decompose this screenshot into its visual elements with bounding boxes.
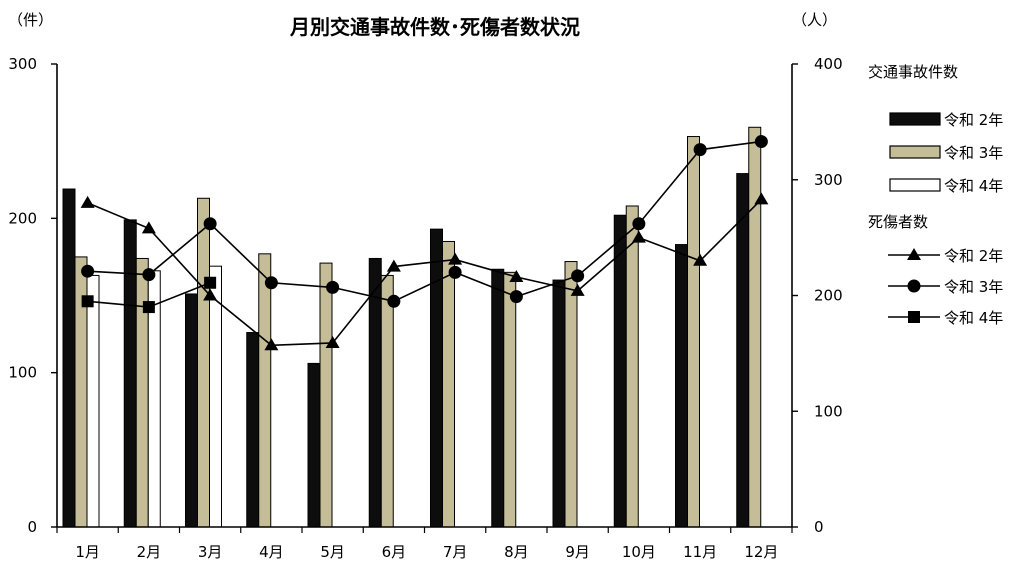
bar-1-5	[307, 362, 321, 528]
legend-line-group-title: 死傷者数	[868, 213, 928, 231]
legend-line-marker-3	[908, 311, 920, 323]
marker-1-9	[570, 283, 585, 296]
legend-bar-group-title: 交通事故件数	[868, 63, 958, 81]
legend-bar-label-3: 令和 4年	[944, 177, 1003, 195]
marker-2-12	[754, 135, 768, 149]
marker-2-6	[387, 294, 401, 308]
category-label-9: 9月	[565, 543, 590, 561]
marker-2-9	[571, 269, 585, 283]
chart-title: 月別交通事故件数･死傷者数状況	[289, 15, 580, 39]
category-label-5: 5月	[320, 543, 345, 561]
left-tick-label-100: 100	[8, 364, 37, 382]
category-label-2: 2月	[137, 543, 162, 561]
marker-1-4	[264, 338, 279, 351]
bars	[62, 126, 762, 528]
bar-1-12	[736, 173, 750, 528]
bar-1-10	[613, 214, 627, 528]
marker-2-11	[693, 143, 707, 157]
marker-1-8	[509, 269, 524, 282]
marker-2-3	[203, 217, 217, 231]
bar-2-4	[258, 253, 272, 528]
bar-1-7	[430, 228, 443, 528]
marker-1-12	[754, 192, 769, 205]
right-tick-label-200: 200	[814, 287, 843, 305]
category-label-6: 6月	[382, 543, 407, 561]
legend-line-marker-2	[907, 279, 921, 293]
marker-2-1	[81, 264, 95, 278]
legend-line-label-2: 令和 3年	[944, 278, 1003, 296]
category-labels: 1月 2月 3月 4月 5月 6月 7月 8月 9月 10月 11月 12月	[56, 527, 793, 561]
bar-3-3	[209, 265, 222, 528]
marker-1-10	[631, 230, 646, 243]
category-label-8: 8月	[504, 543, 529, 561]
marker-2-10	[632, 217, 646, 231]
bar-1-1	[62, 188, 76, 528]
legend-line-label-3: 令和 4年	[944, 309, 1003, 327]
marker-2-7	[448, 265, 462, 279]
marker-1-6	[386, 259, 401, 272]
category-label-11: 11月	[683, 543, 717, 561]
category-label-4: 4月	[259, 543, 284, 561]
bar-1-3	[185, 293, 198, 528]
bar-2-12	[748, 126, 762, 528]
right-tick-label-400: 400	[814, 55, 843, 73]
bar-2-11	[687, 136, 700, 528]
category-label-10: 10月	[622, 543, 656, 561]
bar-2-2	[135, 257, 149, 528]
marker-2-4	[264, 276, 278, 290]
left-tick-label-0: 0	[27, 518, 37, 536]
left-axis-ticks: 0 100 200 300	[8, 55, 57, 536]
marker-1-5	[325, 335, 340, 348]
bar-3-1	[86, 274, 100, 528]
bar-2-3	[197, 197, 210, 528]
marker-2-5	[326, 280, 340, 294]
lines	[80, 135, 769, 351]
marker-1-7	[448, 252, 463, 265]
left-axis-unit: （件）	[8, 11, 53, 29]
marker-3-1	[81, 295, 94, 308]
legend-bar-swatch-1	[889, 112, 941, 126]
category-label-7: 7月	[443, 543, 468, 561]
bar-1-2	[123, 219, 137, 528]
left-tick-label-300: 300	[8, 55, 37, 73]
legend-line-marker-1	[907, 248, 921, 260]
bar-2-6	[380, 274, 394, 528]
marker-3-2	[142, 301, 155, 314]
marker-2-2	[142, 268, 156, 282]
bar-2-5	[319, 262, 333, 528]
bar-1-9	[552, 279, 566, 528]
right-tick-label-300: 300	[814, 171, 843, 189]
line-1	[87, 198, 762, 347]
bar-2-7	[442, 240, 455, 528]
right-tick-label-100: 100	[814, 402, 843, 420]
marker-1-2	[141, 221, 156, 234]
bar-1-8	[491, 268, 505, 528]
legend-bar-label-1: 令和 2年	[944, 111, 1003, 129]
legend-bar-swatch-2	[889, 145, 941, 159]
category-label-1: 1月	[75, 543, 100, 561]
legend-bar-swatch-3	[889, 178, 941, 192]
bar-2-9	[564, 261, 578, 528]
marker-1-1	[80, 195, 95, 208]
bar-2-8	[503, 271, 517, 528]
line-2	[87, 140, 762, 303]
right-axis-ticks: 0 100 200 300 400	[792, 55, 843, 536]
marker-3-3	[204, 276, 217, 289]
category-label-3: 3月	[198, 543, 223, 561]
right-axis-unit: （人）	[792, 11, 837, 29]
legend-bar-label-2: 令和 3年	[944, 144, 1003, 162]
bar-2-10	[625, 205, 639, 528]
marker-1-11	[693, 253, 708, 266]
legend-line-label-1: 令和 2年	[944, 247, 1003, 265]
bar-1-11	[675, 244, 688, 528]
right-tick-label-0: 0	[814, 518, 824, 536]
left-tick-label-200: 200	[8, 209, 37, 227]
marker-1-3	[203, 288, 218, 301]
marker-2-8	[509, 290, 523, 304]
category-label-12: 12月	[744, 543, 778, 561]
bar-1-4	[246, 332, 260, 528]
